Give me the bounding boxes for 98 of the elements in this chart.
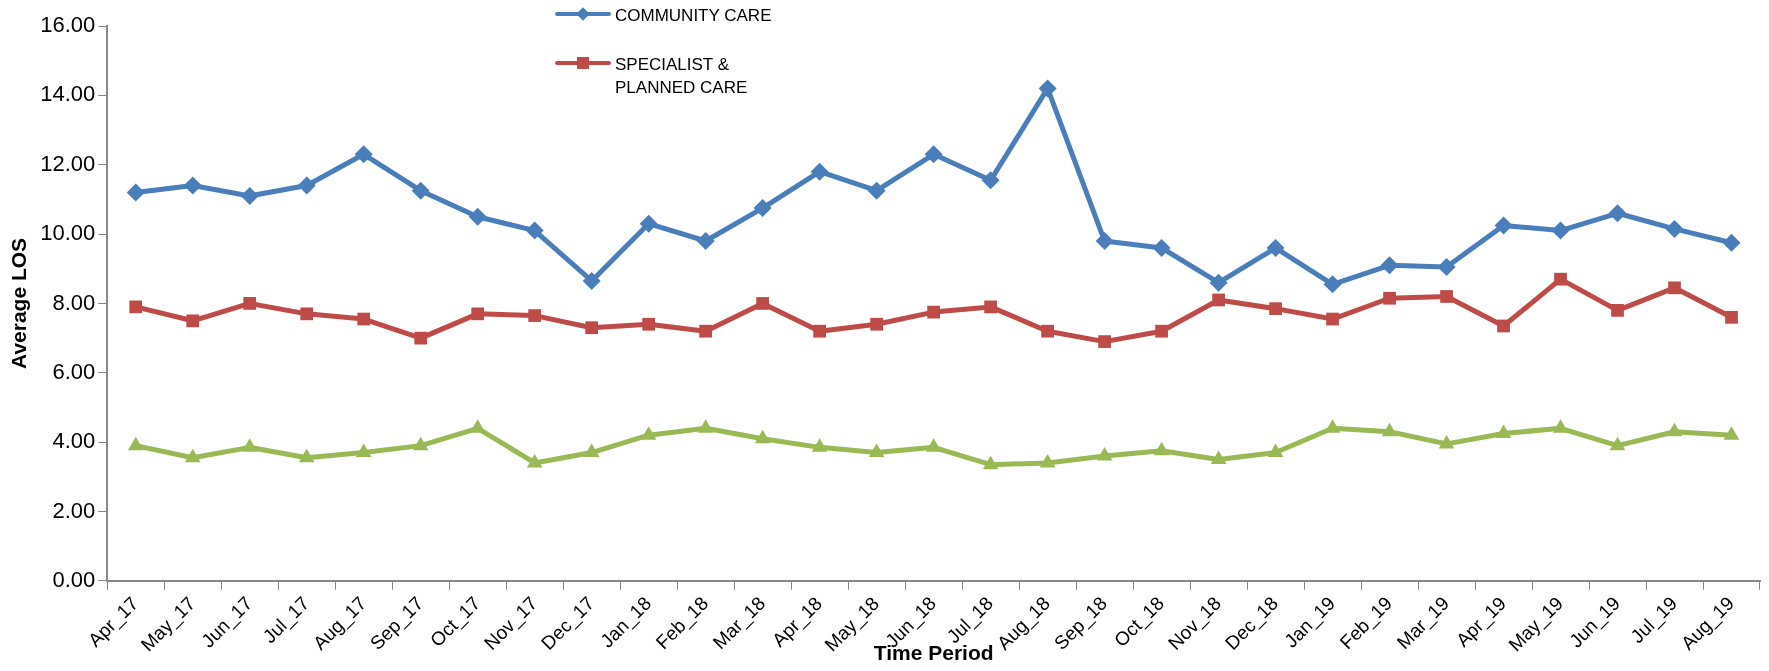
point [355,443,372,458]
point [1155,324,1168,338]
point [1437,258,1456,277]
point [870,317,883,331]
point [583,443,600,458]
y-tick-label: 10.00 [40,220,96,246]
point [756,297,770,310]
point [1266,238,1285,257]
point [925,438,942,452]
point [981,171,1000,190]
point [982,455,999,470]
point [1381,422,1398,437]
point [1495,424,1512,438]
point [1554,272,1567,286]
point [810,162,829,181]
point [298,448,315,463]
point [1666,422,1683,437]
y-tick-label: 2.00 [52,497,96,523]
point [867,181,886,200]
point [697,419,714,433]
point [1380,256,1399,275]
point [241,438,258,452]
point [696,232,715,251]
point [1611,304,1624,317]
point [354,145,373,164]
point [1497,319,1510,333]
point [1668,281,1681,295]
point [1039,453,1056,468]
point [471,307,485,321]
y-axis-title: Average LOS [7,237,31,369]
point [1267,443,1284,458]
point [1153,441,1170,456]
y-tick-label: 16.00 [40,12,96,38]
point [1609,436,1626,451]
point [1095,232,1114,251]
point [1038,79,1057,98]
point [468,207,487,226]
point [183,176,202,195]
point [753,199,772,218]
point [1608,204,1627,223]
point [585,321,599,335]
point [1269,302,1282,316]
point [813,324,827,338]
y-tick-label: 12.00 [40,150,96,176]
point [754,429,771,444]
point [297,176,316,195]
point [411,181,430,200]
y-tick-label: 0.00 [52,566,96,592]
point [129,300,143,314]
point [1440,290,1453,303]
point [1210,450,1227,464]
point [640,426,657,440]
point [1098,335,1111,348]
point [1212,293,1225,307]
point [412,436,429,451]
point [1438,434,1455,449]
point [868,443,885,458]
point [1383,291,1396,305]
point [1552,419,1569,433]
point [1096,447,1113,461]
point [1494,216,1513,235]
point [240,186,259,205]
point [699,324,713,338]
point [526,453,543,468]
point [528,309,542,322]
point [1722,233,1741,252]
y-tick-label: 14.00 [40,81,96,107]
point [1725,310,1738,324]
point [924,145,943,164]
point [984,300,997,314]
legend-label: SPECIALIST & PLANNED CARE [615,54,749,99]
point [469,419,486,433]
y-tick-label: 4.00 [52,428,96,454]
point [525,221,544,240]
point [1551,221,1570,240]
point [1152,238,1171,257]
point [1326,312,1339,326]
point [642,317,656,331]
point [184,448,201,463]
point [811,438,828,452]
point [357,312,371,326]
point [1041,324,1054,338]
point [1723,426,1740,440]
point [243,297,257,310]
point [1209,273,1228,292]
point [126,183,145,202]
point [1665,219,1684,238]
point [186,314,200,328]
point [127,436,144,451]
point [1323,275,1342,294]
point [414,331,428,345]
point [639,214,658,233]
y-tick-label: 8.00 [52,289,96,315]
y-tick-label: 6.00 [52,358,96,384]
point [927,305,940,319]
point [300,307,314,321]
point [582,271,601,290]
legend-label: COMMUNITY CARE [615,5,772,27]
